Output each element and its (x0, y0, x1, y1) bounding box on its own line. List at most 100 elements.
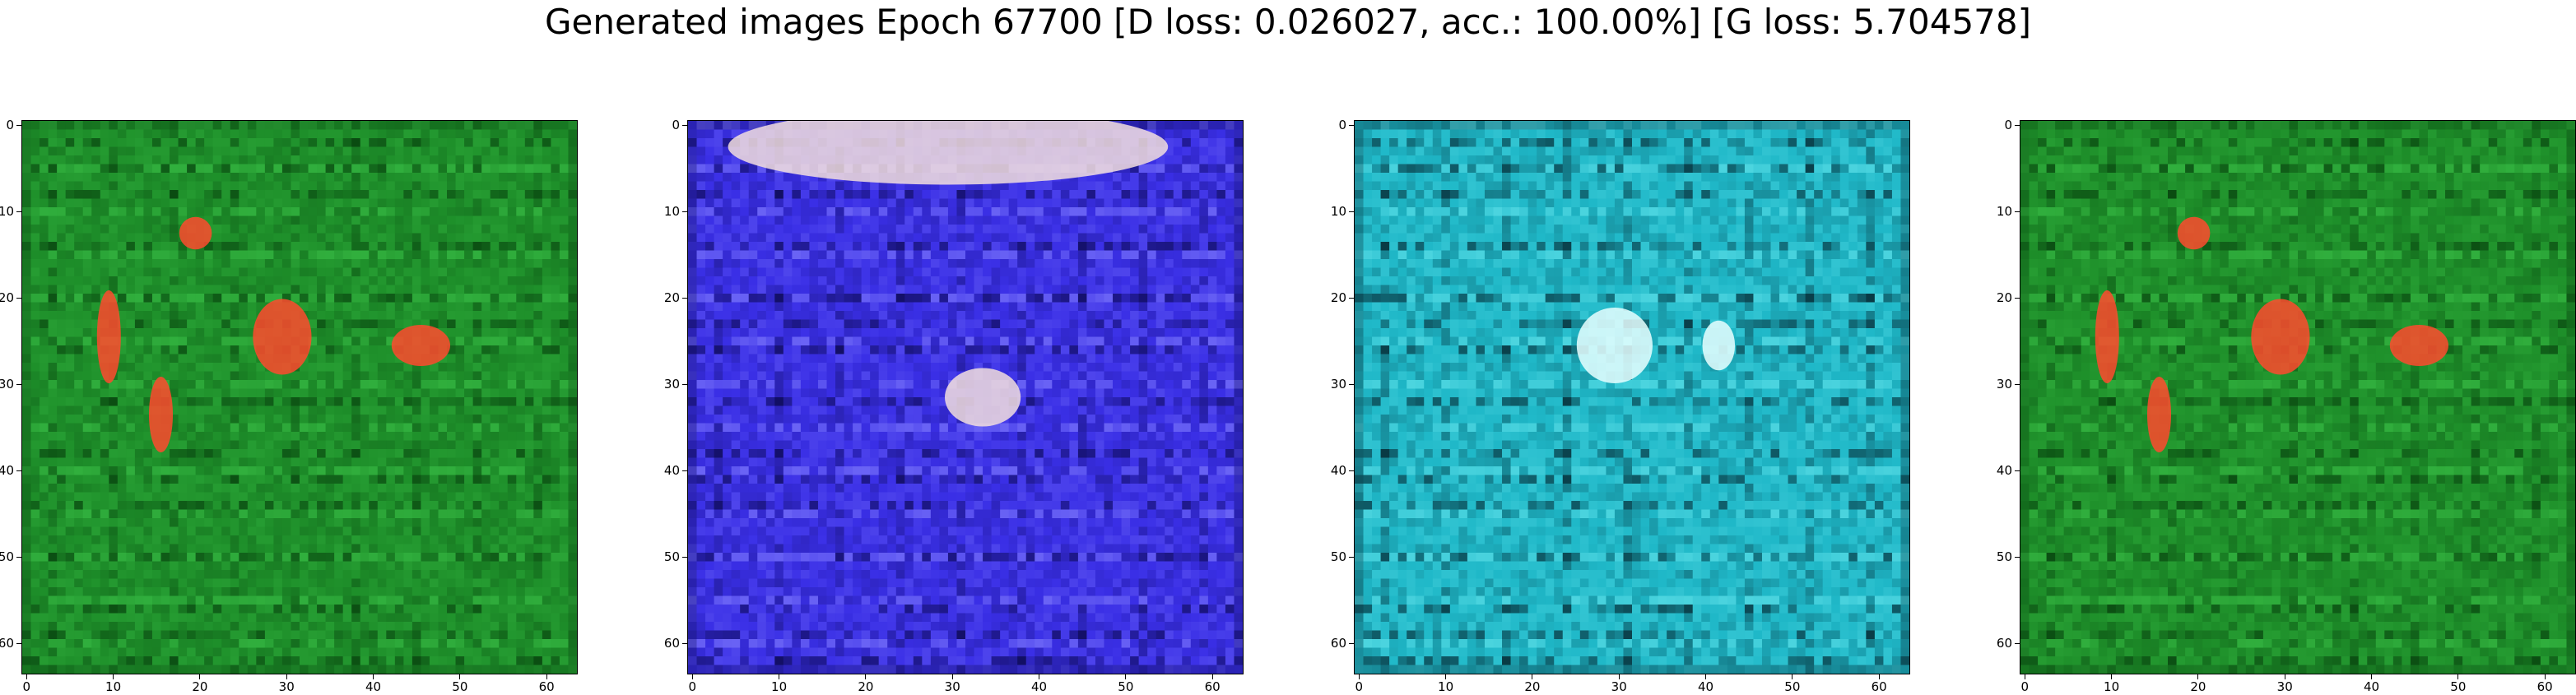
y-tick-label: 30 (1996, 377, 2012, 392)
x-tick-label: 40 (2363, 679, 2380, 694)
y-tick-label: 30 (663, 377, 680, 392)
image-frame (687, 120, 1244, 674)
y-tick-mark (16, 556, 21, 558)
x-tick-mark (2111, 674, 2113, 679)
x-tick-mark (199, 674, 201, 679)
y-tick-label: 50 (1996, 549, 2012, 565)
accent-blob (2177, 216, 2211, 250)
x-tick-mark (1618, 674, 1620, 679)
accent-blob (728, 121, 1169, 185)
y-tick-label: 20 (1996, 290, 2012, 306)
x-tick-label: 60 (1204, 679, 1221, 694)
x-tick-mark (1211, 674, 1213, 679)
y-tick-mark (16, 124, 21, 126)
accent-blob (2095, 290, 2119, 383)
y-tick-mark (1349, 470, 1354, 471)
x-tick-mark (26, 674, 27, 679)
image-pixels (688, 121, 1243, 674)
y-tick-mark (682, 297, 687, 299)
x-tick-mark (2371, 674, 2373, 679)
accent-blob (2147, 377, 2171, 452)
y-tick-mark (2015, 556, 2020, 558)
x-tick-mark (2544, 674, 2546, 679)
accent-blob (179, 216, 212, 250)
x-tick-label: 30 (944, 679, 960, 694)
y-tick-label: 30 (0, 377, 14, 392)
y-tick-mark (16, 211, 21, 212)
y-tick-mark (1349, 383, 1354, 385)
x-tick-label: 60 (1871, 679, 1887, 694)
accent-blob (2251, 299, 2310, 375)
y-tick-mark (2015, 470, 2020, 471)
y-tick-label: 10 (663, 204, 680, 220)
x-tick-mark (865, 674, 867, 679)
y-tick-label: 10 (1996, 204, 2012, 220)
y-tick-mark (2015, 297, 2020, 299)
generated-image-panel-4: 0 10 20 30 40 50 60 0 10 20 30 40 50 60 (1997, 119, 2576, 693)
x-tick-label: 10 (771, 679, 788, 694)
x-tick-mark (1445, 674, 1447, 679)
y-tick-label: 50 (1330, 549, 1346, 565)
x-tick-mark (1878, 674, 1880, 679)
y-tick-label: 60 (1996, 636, 2012, 651)
y-tick-label: 50 (663, 549, 680, 565)
y-tick-label: 0 (6, 118, 14, 133)
y-tick-label: 0 (2004, 118, 2012, 133)
x-tick-label: 10 (105, 679, 122, 694)
y-tick-label: 40 (663, 463, 680, 479)
y-tick-mark (682, 124, 687, 126)
y-tick-label: 30 (1330, 377, 1346, 392)
x-tick-label: 0 (22, 679, 31, 694)
y-tick-mark (682, 556, 687, 558)
generated-image-panel-1: 0 10 20 30 40 50 60 0 10 20 30 40 50 60 (0, 119, 578, 693)
x-tick-label: 20 (2190, 679, 2206, 694)
x-tick-mark (951, 674, 953, 679)
image-frame (2020, 120, 2576, 674)
y-tick-mark (682, 211, 687, 212)
x-tick-label: 60 (2536, 679, 2553, 694)
y-tick-mark (682, 470, 687, 471)
x-tick-label: 30 (1611, 679, 1627, 694)
x-tick-label: 10 (2104, 679, 2120, 694)
x-tick-label: 50 (1784, 679, 1801, 694)
x-tick-label: 30 (278, 679, 295, 694)
y-tick-label: 10 (0, 204, 14, 220)
y-tick-label: 60 (0, 636, 14, 651)
y-tick-mark (1349, 556, 1354, 558)
y-tick-mark (1349, 124, 1354, 126)
x-tick-label: 30 (2276, 679, 2293, 694)
x-tick-label: 50 (2450, 679, 2467, 694)
y-tick-mark (16, 470, 21, 471)
y-tick-mark (682, 383, 687, 385)
x-tick-label: 20 (858, 679, 874, 694)
x-tick-mark (2197, 674, 2199, 679)
pixel-grid (1355, 121, 1909, 674)
y-tick-mark (2015, 211, 2020, 212)
accent-blob (96, 290, 121, 383)
y-tick-label: 0 (672, 118, 680, 133)
x-tick-label: 0 (688, 679, 697, 694)
accent-blob (391, 325, 450, 366)
x-tick-label: 20 (1524, 679, 1541, 694)
generated-image-panel-3: 0 10 20 30 40 50 60 0 10 20 30 40 50 60 (1331, 119, 1910, 693)
x-tick-mark (286, 674, 287, 679)
accent-blob (945, 368, 1021, 427)
y-tick-mark (16, 297, 21, 299)
y-tick-mark (1349, 297, 1354, 299)
accent-blob (253, 299, 312, 375)
x-tick-label: 50 (452, 679, 468, 694)
x-tick-mark (691, 674, 693, 679)
y-tick-label: 40 (0, 463, 14, 479)
pixel-grid (2020, 121, 2575, 674)
y-tick-mark (2015, 383, 2020, 385)
x-tick-label: 60 (538, 679, 555, 694)
x-tick-label: 50 (1118, 679, 1134, 694)
y-tick-label: 0 (1338, 118, 1346, 133)
y-tick-label: 60 (1330, 636, 1346, 651)
pixel-grid (22, 121, 577, 674)
y-tick-label: 40 (1330, 463, 1346, 479)
accent-blob (2389, 325, 2448, 366)
x-tick-label: 40 (1030, 679, 1048, 694)
y-tick-label: 20 (1330, 290, 1346, 306)
image-pixels (2020, 121, 2575, 674)
